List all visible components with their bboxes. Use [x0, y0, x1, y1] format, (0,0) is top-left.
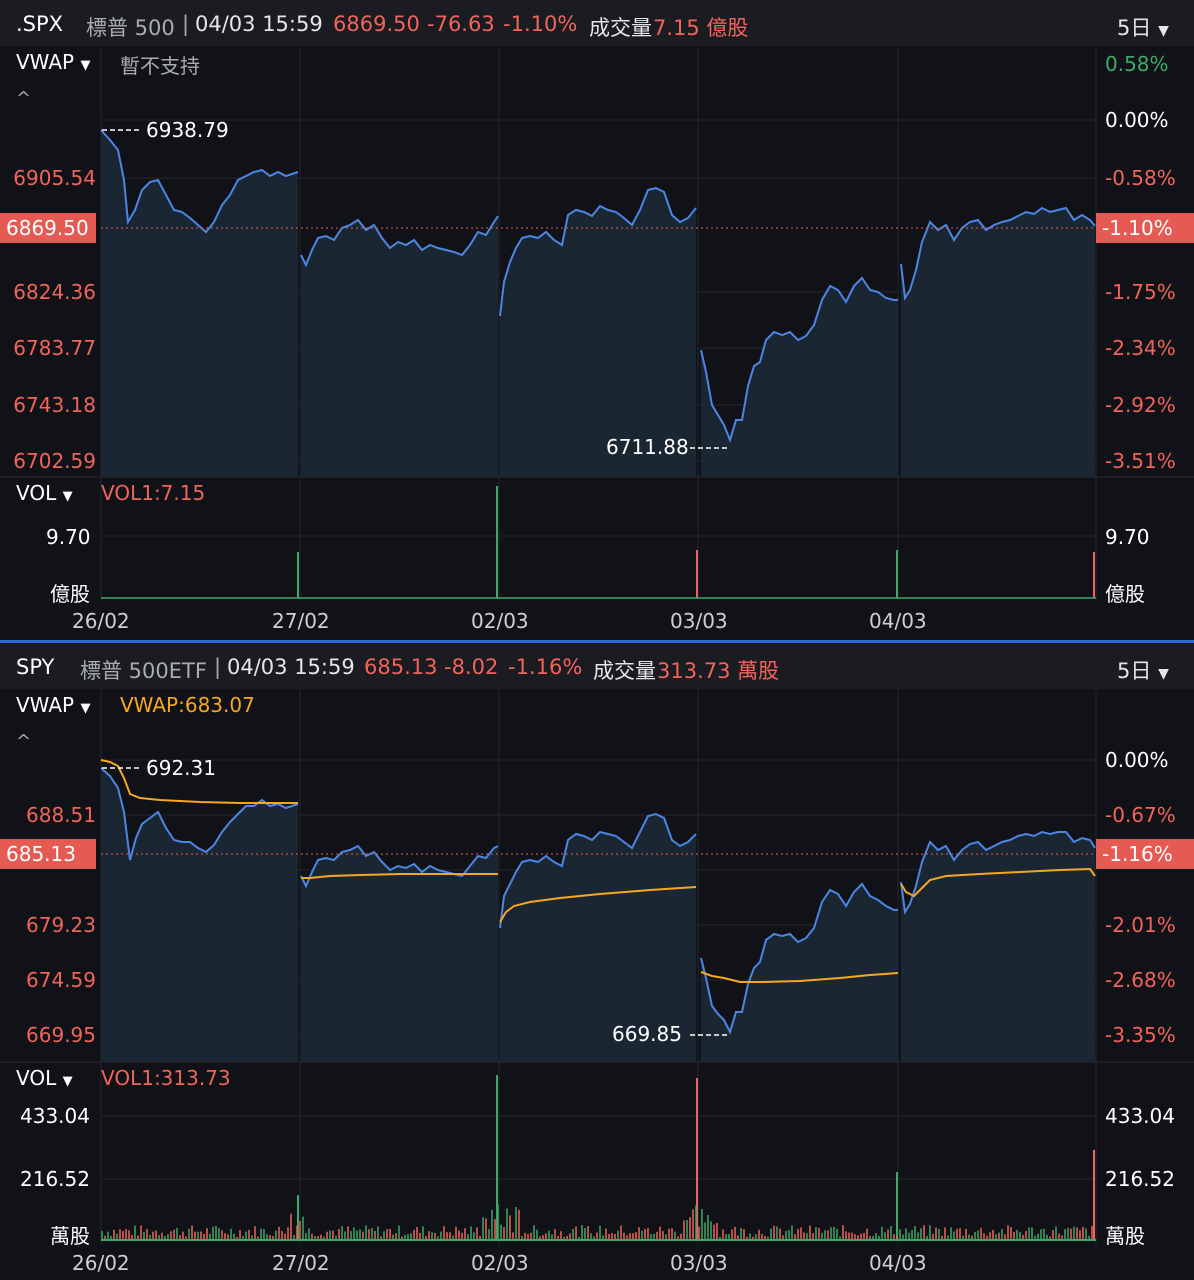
period-dropdown[interactable]: 5日 ▼ [1117, 16, 1169, 40]
symbol[interactable]: .SPX [16, 12, 64, 36]
price-change-pct: -1.10% [503, 12, 578, 36]
dropdown-caret-icon: ▼ [80, 58, 91, 73]
low-marker: 669.85 [612, 1022, 682, 1046]
vol-unit-right: 億股 [1105, 582, 1145, 606]
right-axis-tick: -2.92% [1105, 393, 1176, 417]
dropdown-caret-icon: ▼ [62, 1074, 73, 1089]
volume-label: 成交量 [589, 16, 652, 40]
date-tick: 27/02 [272, 609, 330, 633]
volume-value: 7.15 億股 [653, 16, 749, 40]
left-axis-tick: 6743.18 [13, 393, 96, 417]
datetime: 04/03 15:59 [195, 12, 323, 36]
indicator-dropdown[interactable]: VWAP ▼ [16, 693, 91, 717]
vol-unit-left: 億股 [50, 582, 90, 606]
vwap-value: VWAP:683.07 [120, 693, 255, 717]
high-marker: 692.31 [146, 756, 216, 780]
right-axis-tick: -1.75% [1105, 280, 1176, 304]
spx-header: .SPX 標普 500 | 04/03 15:59 6869.50 -76.63… [0, 0, 1194, 46]
left-axis-tick: 6905.54 [13, 166, 96, 190]
right-axis-tick: -0.67% [1105, 803, 1176, 827]
dropdown-caret-icon: ▼ [1158, 666, 1169, 682]
high-marker: 6938.79 [146, 118, 229, 142]
vol-axis-right: 433.04 [1105, 1104, 1175, 1128]
left-axis-tick: 674.59 [26, 968, 96, 992]
separator: | [182, 12, 190, 36]
left-axis-tick: 669.95 [26, 1023, 96, 1047]
dropdown-caret-icon: ▼ [62, 489, 73, 504]
current-pct-tag: -1.10% [1096, 213, 1194, 243]
datetime: 04/03 15:59 [227, 655, 355, 679]
date-tick: 26/02 [72, 609, 130, 633]
date-tick: 27/02 [272, 1251, 330, 1275]
price-change-pct: -1.16% [508, 655, 583, 679]
vol-value: VOL1:7.15 [101, 481, 206, 505]
collapse-chevron-icon[interactable]: ^ [16, 731, 32, 752]
right-axis-tick: 0.00% [1105, 108, 1169, 132]
price-change: -76.63 [427, 12, 495, 36]
date-tick: 02/03 [471, 1251, 529, 1275]
left-axis-tick: 6824.36 [13, 280, 96, 304]
instrument-name: 標普 500 [86, 16, 175, 40]
period-dropdown[interactable]: 5日 ▼ [1117, 659, 1169, 683]
dropdown-caret-icon: ▼ [80, 701, 91, 716]
date-tick: 03/03 [670, 609, 728, 633]
right-axis-tick: -2.68% [1105, 968, 1176, 992]
date-tick: 02/03 [471, 609, 529, 633]
right-axis-tick: -3.35% [1105, 1023, 1176, 1047]
date-tick: 04/03 [869, 1251, 927, 1275]
vol-axis-right: 216.52 [1105, 1167, 1175, 1191]
left-axis-tick: 688.51 [26, 803, 96, 827]
left-axis-tick: 6783.77 [13, 336, 96, 360]
volume-label: 成交量 [593, 659, 656, 683]
collapse-chevron-icon[interactable]: ^ [16, 88, 32, 109]
indicator-note: 暫不支持 [120, 54, 200, 78]
vol-indicator-dropdown[interactable]: VOL ▼ [16, 1066, 73, 1090]
last-price: 685.13 [364, 655, 438, 679]
date-tick: 03/03 [670, 1251, 728, 1275]
vol-indicator-dropdown[interactable]: VOL ▼ [16, 481, 73, 505]
indicator-dropdown[interactable]: VWAP ▼ [16, 50, 91, 74]
current-pct-tag: -1.16% [1096, 839, 1194, 869]
left-axis-tick: 6702.59 [13, 449, 96, 473]
right-axis-tick: 0.00% [1105, 748, 1169, 772]
volume-value: 313.73 萬股 [657, 659, 780, 683]
date-tick: 26/02 [72, 1251, 130, 1275]
current-price-tag: 6869.50 [0, 213, 96, 243]
right-axis-tick: 0.58% [1105, 52, 1169, 76]
instrument-name: 標普 500ETF [80, 659, 207, 683]
vol-axis-right: 9.70 [1105, 525, 1150, 549]
date-tick: 04/03 [869, 609, 927, 633]
vol-value: VOL1:313.73 [101, 1066, 231, 1090]
vol-axis-left: 216.52 [20, 1167, 90, 1191]
right-axis-tick: -3.51% [1105, 449, 1176, 473]
vol-unit-left: 萬股 [50, 1224, 90, 1248]
right-axis-tick: -2.34% [1105, 336, 1176, 360]
right-axis-tick: -0.58% [1105, 166, 1176, 190]
dropdown-caret-icon: ▼ [1158, 23, 1169, 39]
vol-axis-left: 433.04 [20, 1104, 90, 1128]
panel-divider [0, 640, 1194, 643]
last-price: 6869.50 [333, 12, 420, 36]
symbol[interactable]: SPY [16, 655, 55, 679]
left-axis-tick: 679.23 [26, 913, 96, 937]
price-change: -8.02 [444, 655, 499, 679]
right-axis-tick: -2.01% [1105, 913, 1176, 937]
low-marker: 6711.88 [606, 435, 689, 459]
vol-unit-right: 萬股 [1105, 1224, 1145, 1248]
vol-axis-left: 9.70 [46, 525, 91, 549]
separator: | [214, 655, 222, 679]
spy-header: SPY 標普 500ETF | 04/03 15:59 685.13 -8.02… [0, 643, 1194, 689]
current-price-tag: 685.13 [0, 839, 96, 869]
